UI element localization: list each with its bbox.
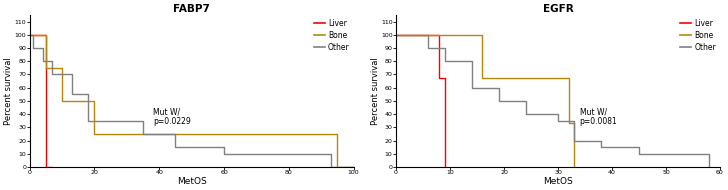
X-axis label: MetOS: MetOS	[177, 177, 207, 186]
Legend: Liver, Bone, Other: Liver, Bone, Other	[310, 16, 353, 55]
Y-axis label: Percent survival: Percent survival	[4, 57, 13, 125]
Title: EGFR: EGFR	[542, 4, 574, 14]
X-axis label: MetOS: MetOS	[543, 177, 573, 186]
Y-axis label: Percent survival: Percent survival	[371, 57, 379, 125]
Legend: Liver, Bone, Other: Liver, Bone, Other	[677, 16, 719, 55]
Title: FABP7: FABP7	[173, 4, 210, 14]
Text: Mut W/
p=0.0229: Mut W/ p=0.0229	[153, 107, 191, 126]
Text: Mut W/
p=0.0081: Mut W/ p=0.0081	[579, 107, 617, 126]
